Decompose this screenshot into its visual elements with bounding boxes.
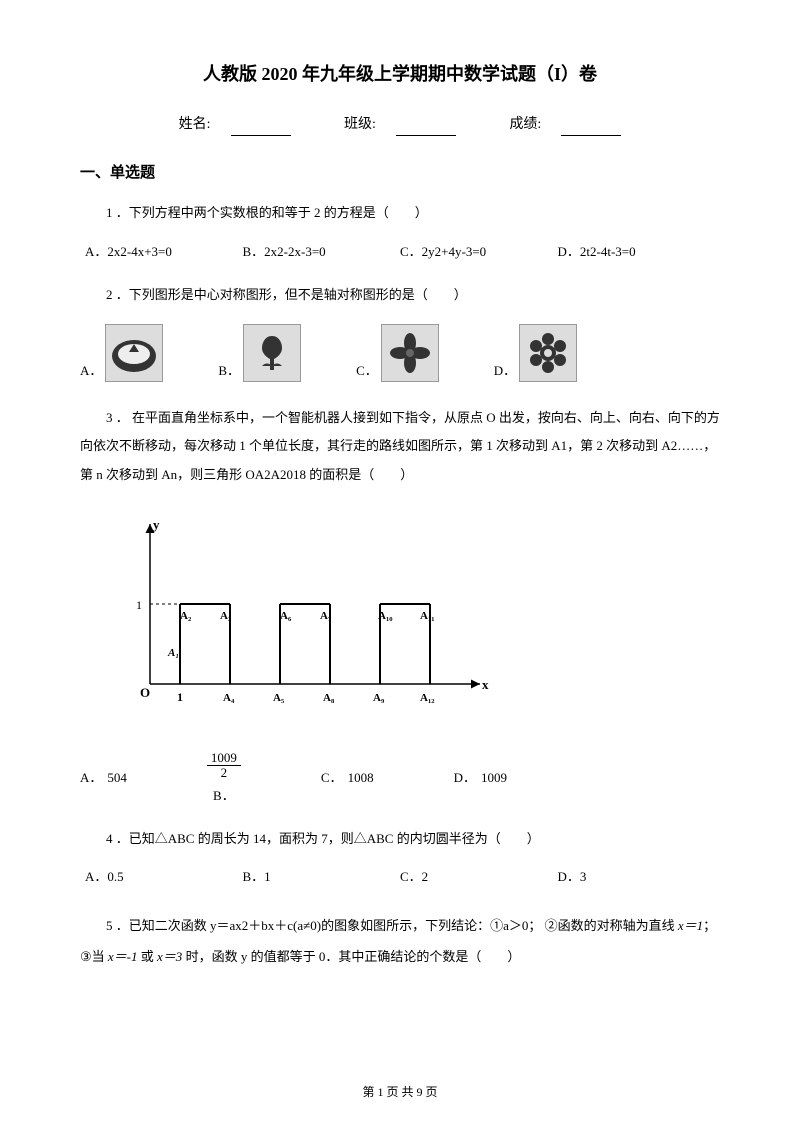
- question-2-options: A． B． C． D．: [80, 324, 720, 382]
- q5-line2-mid: 或: [141, 949, 154, 964]
- q2-image-c: [381, 324, 439, 382]
- q2-c-label: C．: [356, 361, 378, 382]
- q1-option-a: A．2x2-4x+3=0: [85, 242, 243, 263]
- student-info-line: 姓名: 班级: 成绩:: [80, 114, 720, 136]
- q4-option-d: D．3: [558, 867, 716, 888]
- svg-text:A₇: A₇: [320, 610, 332, 622]
- q3-d-label: D．: [454, 768, 476, 789]
- q2-option-a: A．: [80, 324, 163, 382]
- name-label: 姓名:: [179, 117, 211, 132]
- q4-option-a: A．0.5: [85, 867, 243, 888]
- q2-a-label: A．: [80, 361, 102, 382]
- svg-text:1: 1: [136, 598, 142, 612]
- q5-line2-pre: ③当: [80, 949, 105, 964]
- svg-text:A₄: A₄: [223, 692, 235, 704]
- q1-option-d: D．2t2-4t-3=0: [558, 242, 716, 263]
- svg-text:A₈: A₈: [323, 692, 335, 704]
- class-label: 班级:: [344, 117, 376, 132]
- q3-option-a: A． 504: [80, 768, 127, 789]
- q2-image-d: [519, 324, 577, 382]
- q2-option-c: C．: [356, 324, 439, 382]
- q3-b-numerator: 1009: [207, 751, 241, 766]
- q5-line2-post: 时，函数 y 的值都等于 0．其中正确结论的个数是（ ）: [186, 949, 521, 964]
- q4-option-c: C．2: [400, 867, 558, 888]
- svg-text:A₆: A₆: [280, 610, 292, 622]
- name-blank: [231, 122, 291, 136]
- question-5-text: 5 ．已知二次函数 y＝ax2＋bx＋c(a≠0)的图象如图所示，下列结论：①a…: [80, 910, 720, 972]
- svg-text:x: x: [482, 677, 489, 692]
- svg-text:A₂: A₂: [180, 610, 192, 622]
- q3-a-label: A．: [80, 768, 102, 789]
- svg-text:A₁: A₁: [167, 647, 179, 659]
- q5-eq3: x＝3: [157, 949, 182, 964]
- q1-option-b: B．2x2-2x-3=0: [243, 242, 401, 263]
- q2-option-b: B．: [218, 324, 301, 382]
- svg-text:y: y: [153, 517, 160, 532]
- q2-b-label: B．: [218, 361, 240, 382]
- q3-b-label: B．: [213, 786, 235, 807]
- section-1-header: 一、单选题: [80, 161, 720, 185]
- svg-text:A₁₀: A₁₀: [378, 610, 393, 622]
- score-blank: [561, 122, 621, 136]
- q3-d-value: 1009: [481, 768, 507, 789]
- svg-text:A₃: A₃: [220, 610, 232, 622]
- class-blank: [396, 122, 456, 136]
- q3-c-value: 1008: [348, 768, 374, 789]
- q5-eq2: x＝-1: [108, 949, 138, 964]
- question-3-options: A． 504 1009 2 B． C． 1008 D． 1009: [80, 751, 720, 806]
- page-footer: 第 1 页 共 9 页: [0, 1083, 800, 1102]
- question-2-text: 2 ．下列图形是中心对称图形，但不是轴对称图形的是（ ）: [80, 285, 720, 306]
- q2-image-b: [243, 324, 301, 382]
- q5-eq1: x＝1: [678, 918, 703, 933]
- q2-d-label: D．: [494, 361, 516, 382]
- q4-option-b: B．1: [243, 867, 401, 888]
- question-1-options: A．2x2-4x+3=0 B．2x2-2x-3=0 C．2y2+4y-3=0 D…: [80, 242, 720, 263]
- q1-option-c: C．2y2+4y-3=0: [400, 242, 558, 263]
- q3-option-c: C． 1008: [321, 768, 374, 789]
- q3-b-fraction: 1009 2: [207, 751, 241, 781]
- question-4-text: 4 ．已知△ABC 的周长为 14，面积为 7，则△ABC 的内切圆半径为（ ）: [80, 829, 720, 850]
- q5-line1: 5 ．已知二次函数 y＝ax2＋bx＋c(a≠0)的图象如图所示，下列结论：①a…: [106, 918, 675, 933]
- q3-option-d: D． 1009: [454, 768, 507, 789]
- q3-c-label: C．: [321, 768, 343, 789]
- svg-text:A₁₂: A₁₂: [420, 692, 435, 704]
- q3-b-denominator: 2: [207, 766, 241, 780]
- svg-text:O: O: [140, 685, 150, 700]
- svg-text:1: 1: [177, 690, 183, 704]
- svg-text:A₁₁: A₁₁: [420, 610, 435, 622]
- page-title: 人教版 2020 年九年级上学期期中数学试题（I）卷: [80, 60, 720, 89]
- question-1-text: 1 ．下列方程中两个实数根的和等于 2 的方程是（ ）: [80, 203, 720, 224]
- q3-option-b: 1009 2 B．: [207, 751, 241, 806]
- q3-diagram: O y x 1 A₁ A₂ A₃ A₆ A₇ A₁₀ A₁₁ 1 A₄ A₅ A…: [120, 514, 500, 724]
- q2-option-d: D．: [494, 324, 577, 382]
- svg-text:A₅: A₅: [273, 692, 285, 704]
- question-3-text: 3 ． 在平面直角坐标系中，一个智能机器人接到如下指令，从原点 O 出发，按向右…: [80, 404, 720, 490]
- q2-image-a: [105, 324, 163, 382]
- svg-text:A₉: A₉: [373, 692, 385, 704]
- q3-a-value: 504: [107, 768, 127, 789]
- score-label: 成绩:: [509, 117, 541, 132]
- question-4-options: A．0.5 B．1 C．2 D．3: [80, 867, 720, 888]
